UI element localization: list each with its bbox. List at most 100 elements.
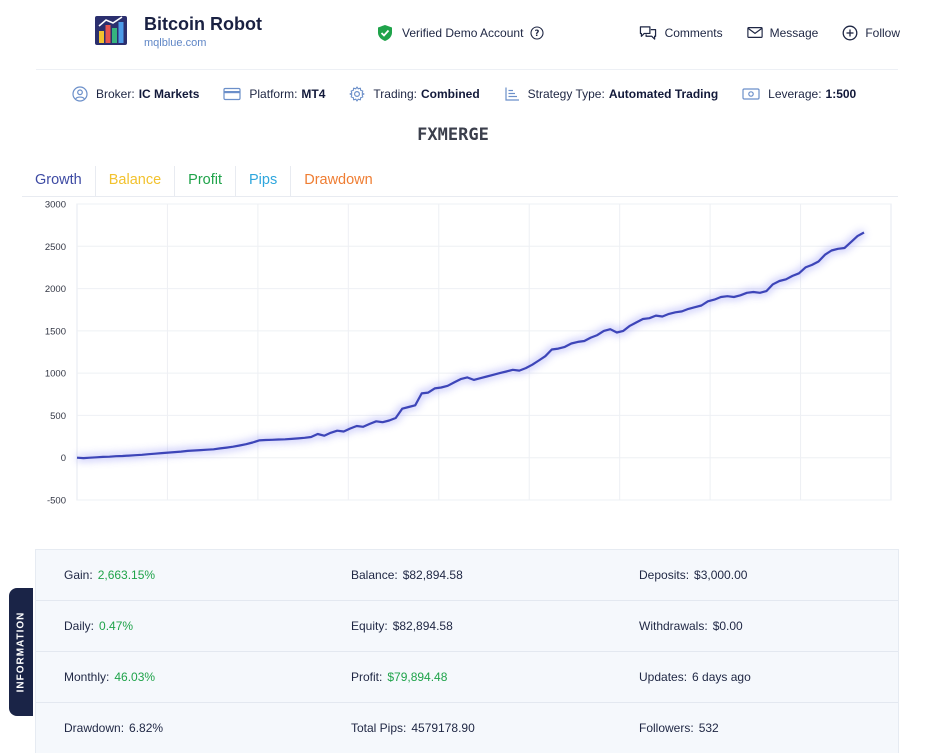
- deposits-value: $3,000.00: [694, 568, 748, 582]
- cash-icon: [742, 88, 760, 100]
- y-tick-label: 2000: [45, 284, 66, 295]
- plus-circle-icon: [842, 25, 858, 40]
- information-side-label: INFORMATION: [15, 611, 27, 693]
- profit-label: Profit:: [351, 670, 383, 684]
- y-tick-label: 500: [50, 411, 66, 422]
- bar-chart-logo-icon: [95, 16, 127, 45]
- withdrawals-value: $0.00: [712, 619, 743, 633]
- balance-label: Balance:: [351, 568, 398, 582]
- daily-label: Daily:: [64, 619, 95, 633]
- chart-tabs: Growth Balance Profit Pips Drawdown: [22, 166, 898, 197]
- trading-value: Combined: [420, 87, 480, 101]
- strategy-type-label: Strategy Type:: [527, 87, 605, 101]
- growth-line: [76, 231, 865, 460]
- brand-url[interactable]: mqlblue.com: [144, 37, 207, 49]
- deposits-stat: Deposits: $3,000.00: [639, 550, 747, 601]
- info-row: Gain: 2,663.15% Balance: $82,894.58 Deposi…: [36, 550, 898, 601]
- credit-card-icon: [223, 87, 241, 101]
- bar-list-icon: [505, 87, 519, 101]
- total-pips-stat: Total Pips: 4579178.90: [351, 703, 475, 753]
- account-meta-bar: Broker: IC Markets Platform: MT4 Trading: C…: [72, 86, 880, 102]
- platform-value: MT4: [301, 87, 326, 101]
- strategy-type-value: Automated Trading: [608, 87, 719, 101]
- growth-chart: 3000 2500 2000 1500 1000 500 0 -500: [30, 200, 896, 510]
- tab-growth[interactable]: Growth: [22, 166, 96, 196]
- y-tick-label: -500: [47, 496, 66, 507]
- updates-value: 6 days ago: [692, 670, 751, 684]
- daily-value: 0.47%: [99, 619, 134, 633]
- broker-value: IC Markets: [138, 87, 200, 101]
- follow-label: Follow: [865, 25, 900, 40]
- plot-area-frame: [76, 203, 892, 501]
- trading-info: Trading: Combined: [349, 86, 480, 102]
- header-divider: [36, 69, 898, 70]
- y-tick-label: 1000: [45, 369, 66, 380]
- drawdown-label: Drawdown:: [64, 721, 125, 735]
- y-tick-label: 1500: [45, 326, 66, 337]
- withdrawals-stat: Withdrawals: $0.00: [639, 601, 743, 652]
- tab-balance[interactable]: Balance: [96, 166, 176, 196]
- platform-info: Platform: MT4: [223, 87, 325, 101]
- verified-badge: Verified Demo Account ?: [376, 24, 544, 42]
- total-pips-label: Total Pips:: [351, 721, 407, 735]
- equity-stat: Equity: $82,894.58: [351, 601, 453, 652]
- equity-value: $82,894.58: [392, 619, 453, 633]
- strategy-name: FXMERGE: [417, 125, 489, 145]
- broker-label: Broker:: [96, 87, 135, 101]
- drawdown-stat: Drawdown: 6.82%: [64, 703, 163, 753]
- balance-stat: Balance: $82,894.58: [351, 550, 463, 601]
- envelope-icon: [746, 27, 763, 38]
- tab-drawdown[interactable]: Drawdown: [304, 172, 373, 188]
- brand-title: Bitcoin Robot: [144, 14, 262, 34]
- y-tick-label: 2500: [45, 242, 66, 253]
- header-actions: Comments Message Follow: [614, 24, 900, 41]
- gear-icon: [349, 86, 365, 102]
- balance-value: $82,894.58: [402, 568, 463, 582]
- profit-stat: Profit: $79,894.48: [351, 652, 447, 703]
- comments-button[interactable]: Comments: [638, 24, 723, 41]
- strategy-type-info: Strategy Type: Automated Trading: [504, 86, 719, 102]
- gain-value: 2,663.15%: [97, 568, 156, 582]
- monthly-stat: Monthly: 46.03%: [64, 652, 155, 703]
- y-tick-label: 0: [61, 453, 66, 464]
- monthly-value: 46.03%: [114, 670, 156, 684]
- monthly-label: Monthly:: [64, 670, 110, 684]
- info-row: Daily: 0.47% Equity: $82,894.58 Withdrawal…: [36, 601, 898, 652]
- verified-label: Verified Demo Account: [402, 26, 524, 40]
- broker-info: Broker: IC Markets: [72, 86, 199, 102]
- leverage-label: Leverage:: [768, 87, 822, 101]
- message-button[interactable]: Message: [746, 25, 819, 40]
- updates-stat: Updates: 6 days ago: [639, 652, 751, 703]
- tab-profit[interactable]: Profit: [175, 166, 236, 196]
- gain-label: Gain:: [64, 568, 93, 582]
- growth-chart-svg: 3000 2500 2000 1500 1000 500 0 -500: [45, 200, 892, 507]
- leverage-value: 1:500: [825, 87, 857, 101]
- message-label: Message: [769, 25, 819, 40]
- updates-label: Updates:: [639, 670, 688, 684]
- followers-stat: Followers: 532: [639, 703, 719, 753]
- platform-label: Platform:: [249, 87, 298, 101]
- svg-text:?: ?: [535, 29, 540, 39]
- growth-line-glow: [76, 229, 866, 462]
- follow-button[interactable]: Follow: [842, 25, 900, 41]
- shield-check-icon: [378, 25, 392, 41]
- followers-label: Followers:: [639, 721, 694, 735]
- gain-stat: Gain: 2,663.15%: [64, 550, 155, 601]
- info-row: Monthly: 46.03% Profit: $79,894.48 Updates…: [36, 652, 898, 703]
- information-side-tab[interactable]: INFORMATION: [9, 588, 33, 716]
- drawdown-value: 6.82%: [129, 721, 164, 735]
- withdrawals-label: Withdrawals:: [639, 619, 708, 633]
- comments-label: Comments: [664, 25, 723, 40]
- information-panel: Gain: 2,663.15% Balance: $82,894.58 Deposi…: [35, 549, 899, 753]
- tab-pips[interactable]: Pips: [236, 166, 292, 196]
- daily-stat: Daily: 0.47%: [64, 601, 133, 652]
- followers-value: 532: [698, 721, 719, 735]
- help-icon[interactable]: ?: [530, 26, 544, 40]
- comments-icon: [639, 26, 656, 40]
- equity-label: Equity:: [351, 619, 388, 633]
- leverage-info: Leverage: 1:500: [742, 87, 856, 101]
- brand: Bitcoin Robot mqlblue.com: [94, 14, 262, 49]
- total-pips-value: 4579178.90: [411, 721, 475, 735]
- info-row: Drawdown: 6.82% Total Pips: 4579178.90 Fol…: [36, 703, 898, 753]
- y-tick-label: 3000: [45, 200, 66, 211]
